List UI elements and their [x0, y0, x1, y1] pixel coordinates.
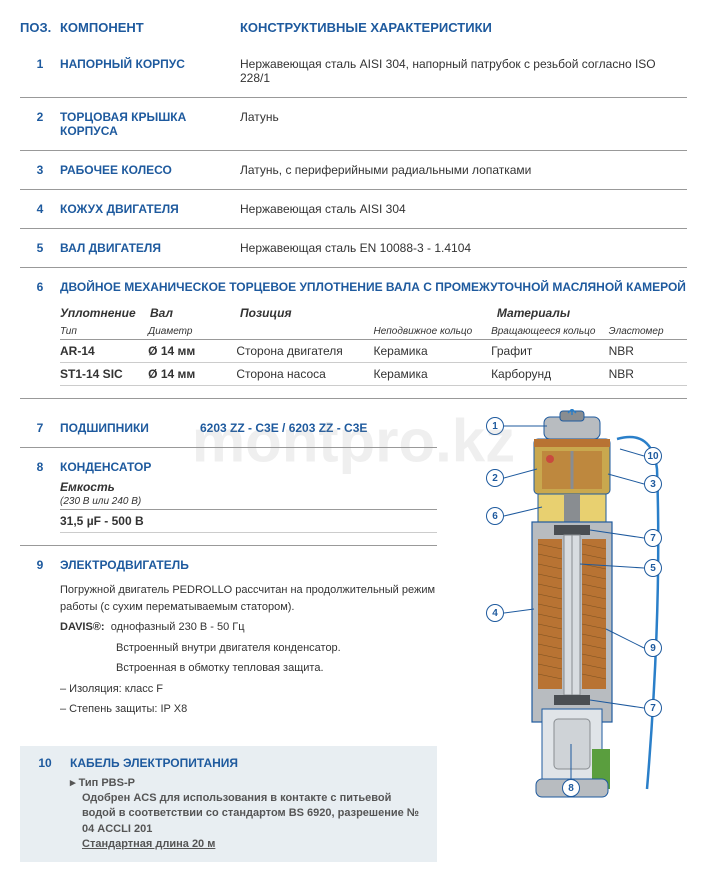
spec-desc: 6203 ZZ - C3E / 6203 ZZ - C3E	[200, 421, 437, 435]
callout-6: 6	[486, 507, 504, 525]
callout-5: 5	[644, 559, 662, 577]
spec-name: КОНДЕНСАТОР	[60, 460, 240, 474]
spec-pos: 6	[20, 280, 60, 294]
callout-8: 8	[562, 779, 580, 797]
spec-pos: 3	[20, 163, 60, 177]
seal-stat: Керамика	[374, 367, 492, 381]
seal-el: NBR	[609, 344, 687, 358]
callout-9: 9	[644, 639, 662, 657]
callout-10: 10	[644, 447, 662, 465]
seal-sh-stat: Неподвижное кольцо	[374, 326, 492, 337]
seal-stat: Керамика	[374, 344, 492, 358]
spec-pos: 2	[20, 110, 60, 138]
capacity-label: Емкость	[60, 480, 437, 494]
spec-name: ДВОЙНОЕ МЕХАНИЧЕСКОЕ ТОРЦЕВОЕ УПЛОТНЕНИЕ…	[60, 280, 687, 294]
seal-pos: Сторона насоса	[236, 367, 373, 381]
callout-7: 7	[644, 529, 662, 547]
seal-rot: Карборунд	[491, 367, 609, 381]
table-header: ПОЗ. КОМПОНЕНТ КОНСТРУКТИВНЫЕ ХАРАКТЕРИС…	[20, 20, 687, 35]
seal-h-seal: Уплотнение	[60, 306, 150, 320]
seal-h-pos: Позиция	[240, 306, 380, 320]
callout-4: 4	[486, 604, 504, 622]
spec-row-10: 10 КАБЕЛЬ ЭЛЕКТРОПИТАНИЯ ▸ Тип PBS-P Одо…	[20, 746, 437, 863]
davis-label: DAVIS®:	[60, 621, 105, 633]
spec-row: 1 НАПОРНЫЙ КОРПУС Нержавеющая сталь AISI…	[20, 45, 687, 98]
seal-sh-el: Эластомер	[609, 326, 687, 337]
seal-dia: Ø 14 мм	[148, 344, 236, 358]
spec-name: ВАЛ ДВИГАТЕЛЯ	[60, 241, 240, 255]
spec-pos: 4	[20, 202, 60, 216]
spec-row-9: 9 ЭЛЕКТРОДВИГАТЕЛЬ Погружной двигатель P…	[20, 546, 437, 734]
callout-2: 2	[486, 469, 504, 487]
capacity-value: 31,5 µF - 500 В	[60, 510, 437, 533]
spec-name: КОЖУХ ДВИГАТЕЛЯ	[60, 202, 240, 216]
spec-pos: 7	[20, 421, 60, 435]
spec-row-7: 7 ПОДШИПНИКИ 6203 ZZ - C3E / 6203 ZZ - C…	[20, 409, 437, 448]
spec-pos: 9	[20, 558, 60, 572]
spec-row: 3 РАБОЧЕЕ КОЛЕСО Латунь, с периферийными…	[20, 151, 687, 190]
cable-desc2: Стандартная длина 20 м	[82, 837, 427, 852]
seal-h-mat: Материалы	[380, 306, 687, 320]
spec-name: НАПОРНЫЙ КОРПУС	[60, 57, 240, 85]
spec-name: ПОДШИПНИКИ	[60, 421, 200, 435]
spec-pos: 10	[30, 756, 60, 853]
spec-desc: Латунь, с периферийными радиальными лопа…	[240, 163, 687, 177]
pump-diagram: 1 2 6 4 10 3 7 5 9 7 8	[472, 409, 672, 809]
seal-pos: Сторона двигателя	[236, 344, 373, 358]
cable-desc1: Одобрен ACS для использования в контакте…	[82, 791, 427, 837]
spec-desc: Нержавеющая сталь EN 10088-3 - 1.4104	[240, 241, 687, 255]
seal-table: Уплотнение Вал Позиция Материалы Тип Диа…	[60, 302, 687, 386]
seal-h-shaft: Вал	[150, 306, 240, 320]
seal-sh-rot: Вращающееся кольцо	[491, 326, 609, 337]
header-component: КОМПОНЕНТ	[60, 20, 240, 35]
spec-name: РАБОЧЕЕ КОЛЕСО	[60, 163, 240, 177]
spec-row: 4 КОЖУХ ДВИГАТЕЛЯ Нержавеющая сталь AISI…	[20, 190, 687, 229]
spec-desc: Нержавеющая сталь AISI 304, напорный пат…	[240, 57, 687, 85]
cable-type: ▸ Тип PBS-P	[70, 776, 427, 791]
spec-row-8: 8 КОНДЕНСАТОР Емкость (230 B или 240 В) …	[20, 448, 437, 546]
seal-rot: Графит	[491, 344, 609, 358]
voltage-label: (230 B или 240 В)	[60, 496, 437, 510]
spec-desc: Нержавеющая сталь AISI 304	[240, 202, 687, 216]
spec-name: ЭЛЕКТРОДВИГАТЕЛЬ	[60, 558, 240, 572]
spec-desc: Латунь	[240, 110, 687, 138]
seal-type: ST1-14 SIC	[60, 367, 148, 381]
davis-d1: однофазный 230 В - 50 Гц	[111, 621, 245, 633]
spec-row-6: 6 ДВОЙНОЕ МЕХАНИЧЕСКОЕ ТОРЦЕВОЕ УПЛОТНЕН…	[20, 268, 687, 399]
callout-1: 1	[486, 417, 504, 435]
seal-el: NBR	[609, 367, 687, 381]
spec-name: КАБЕЛЬ ЭЛЕКТРОПИТАНИЯ	[70, 756, 427, 770]
spec-pos: 5	[20, 241, 60, 255]
motor-iso: – Изоляция: класс F	[60, 681, 437, 698]
motor-p1: Погружной двигатель PEDROLLO рассчитан н…	[60, 582, 437, 615]
seal-sh-type: Тип	[60, 326, 148, 337]
spec-name: ТОРЦОВАЯ КРЫШКА КОРПУСА	[60, 110, 240, 138]
motor-ip: – Степень защиты: IP X8	[60, 701, 437, 718]
seal-dia: Ø 14 мм	[148, 367, 236, 381]
callout-7: 7	[644, 699, 662, 717]
davis-d2: Встроенный внутри двигателя конденсатор.	[116, 640, 437, 657]
header-pos: ПОЗ.	[20, 20, 60, 35]
seal-row: ST1-14 SIC Ø 14 мм Сторона насоса Керами…	[60, 363, 687, 386]
seal-sh-dia: Диаметр	[148, 326, 236, 337]
davis-d3: Встроенная в обмотку тепловая защита.	[116, 660, 437, 677]
header-desc: КОНСТРУКТИВНЫЕ ХАРАКТЕРИСТИКИ	[240, 20, 687, 35]
spec-pos: 8	[20, 460, 60, 474]
seal-row: AR-14 Ø 14 мм Сторона двигателя Керамика…	[60, 340, 687, 363]
spec-row: 2 ТОРЦОВАЯ КРЫШКА КОРПУСА Латунь	[20, 98, 687, 151]
spec-row: 5 ВАЛ ДВИГАТЕЛЯ Нержавеющая сталь EN 100…	[20, 229, 687, 268]
callout-3: 3	[644, 475, 662, 493]
spec-pos: 1	[20, 57, 60, 85]
seal-type: AR-14	[60, 344, 148, 358]
